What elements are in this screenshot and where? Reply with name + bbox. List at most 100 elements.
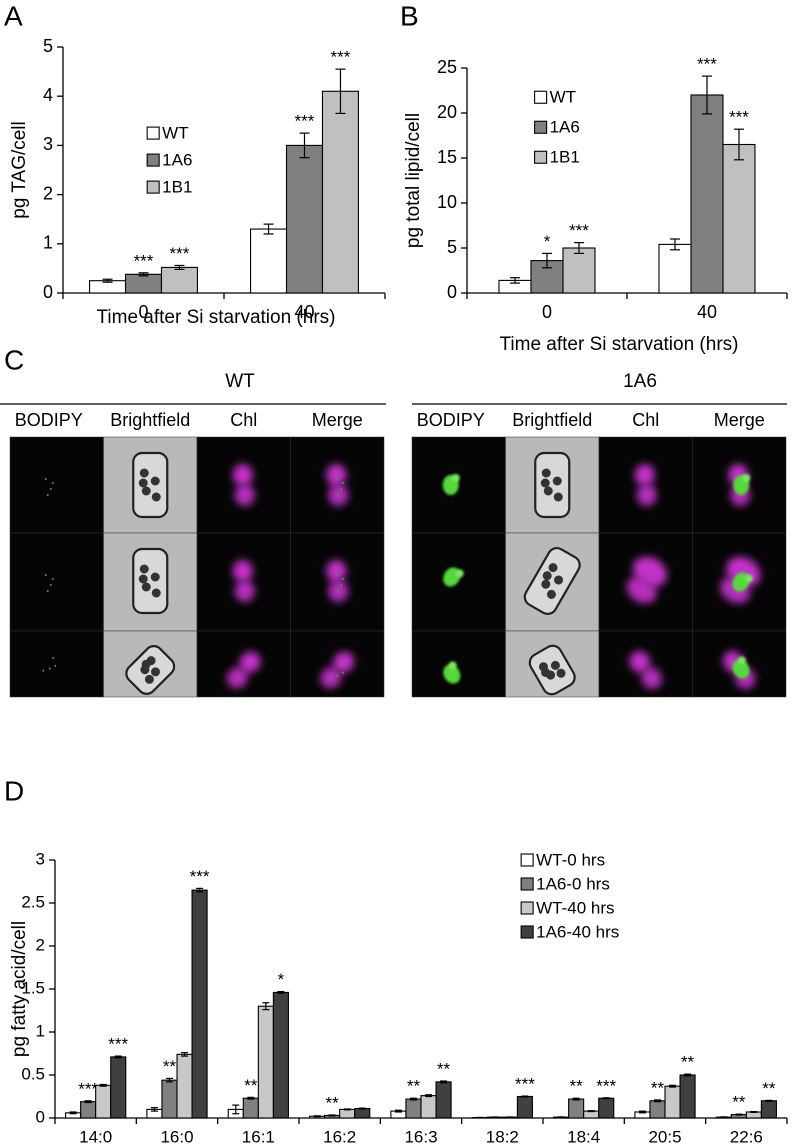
cell-outline [523, 546, 581, 616]
legend-label: 1B1 [550, 148, 580, 167]
cell-spot [543, 486, 553, 496]
lipid-speck [340, 584, 343, 586]
chl-blob [326, 560, 347, 582]
significance-label: ** [681, 1053, 695, 1072]
cell-spot [552, 476, 562, 486]
error-bar [247, 1096, 255, 1100]
cell-spot [553, 492, 563, 502]
column-header: Chl [230, 410, 257, 430]
bar [354, 1107, 371, 1119]
significance-label: *** [108, 1035, 128, 1054]
x-tick-label: 40 [294, 302, 314, 322]
cell-spot [150, 667, 160, 677]
significance-label: *** [78, 1079, 98, 1098]
image-tile [9, 436, 104, 534]
error-bar [102, 278, 113, 283]
bar [679, 1074, 696, 1119]
lipid-speck [335, 478, 338, 480]
column-header: Chl [632, 410, 659, 430]
cell [44, 574, 54, 592]
cell [232, 464, 255, 506]
error-bar [335, 68, 346, 115]
x-axis-label: Time after Si starvation (hrs) [500, 334, 739, 355]
chl-blob [234, 580, 255, 602]
error-bar [313, 1115, 321, 1118]
cell-spot [540, 478, 550, 488]
cell [528, 644, 576, 696]
y-tick-label: 0 [43, 282, 53, 302]
x-tick-label: 20:5 [648, 1127, 681, 1146]
lipid-blob [744, 574, 753, 583]
cell-spot [138, 574, 148, 584]
y-tick-label: 5 [43, 36, 53, 56]
legend-swatch [146, 153, 160, 167]
chl-blob [232, 464, 253, 486]
cell [226, 651, 261, 689]
error-bar [557, 1116, 565, 1118]
chl-blob [629, 651, 651, 673]
cell-outline [534, 451, 571, 519]
column-header: BODIPY [15, 410, 83, 430]
error-bar [165, 1077, 173, 1083]
bar [257, 1005, 274, 1119]
bar [722, 143, 756, 294]
legend-swatch [146, 180, 160, 194]
legend-swatch [520, 901, 534, 915]
bar [285, 144, 324, 294]
chl-blob [636, 484, 657, 506]
cell [320, 651, 355, 689]
lipid-speck [335, 574, 338, 576]
y-tick-label: 20 [437, 102, 457, 122]
bar [583, 1110, 600, 1119]
cell-spot [144, 674, 154, 684]
lipid-speck [342, 578, 345, 580]
y-tick-label: 0 [36, 1107, 45, 1126]
y-axis-label: pg fatty acid/cell [9, 921, 30, 1057]
y-tick-label: 1 [36, 1021, 45, 1040]
lipid-speck [49, 488, 52, 490]
significance-label: ** [163, 1057, 177, 1076]
cell [534, 451, 571, 519]
significance-label: *** [190, 867, 210, 886]
cell [443, 661, 461, 684]
bar [161, 1079, 178, 1119]
cell-spot [541, 667, 551, 677]
significance-label: ** [732, 1093, 746, 1112]
cell [232, 560, 255, 602]
error-bar [409, 1097, 417, 1101]
image-tile [9, 630, 104, 698]
significance-label: ** [326, 1093, 340, 1112]
cell [443, 567, 464, 587]
chl-blob [333, 651, 355, 673]
cell-spot [542, 571, 552, 581]
lipid-blob [737, 656, 746, 665]
image-tile [411, 532, 506, 632]
column-header: Merge [312, 410, 363, 430]
lipid-speck [44, 478, 47, 480]
bar [405, 1098, 422, 1119]
chl-blob [626, 577, 657, 604]
error-bar [328, 1114, 336, 1117]
lipid-speck [342, 482, 345, 484]
column-header: BODIPY [417, 410, 485, 430]
bar [110, 1056, 127, 1119]
significance-label: ** [244, 1076, 258, 1095]
error-bar [440, 1080, 448, 1084]
error-bar [150, 1107, 158, 1112]
error-bar [262, 1002, 270, 1011]
bar [562, 247, 596, 294]
cell [626, 556, 667, 604]
error-bar [669, 1084, 677, 1088]
lipid-speck [46, 494, 49, 496]
error-bar [299, 132, 310, 159]
cell-spot [141, 582, 151, 592]
error-bar [263, 223, 274, 235]
error-bar [684, 1073, 692, 1077]
error-bar [277, 990, 285, 994]
error-bar [735, 1113, 743, 1116]
error-bar [670, 238, 680, 251]
bar [690, 94, 724, 294]
panel-label: A [4, 0, 23, 31]
x-tick-label: 18:4 [567, 1127, 600, 1146]
bar [568, 1098, 585, 1119]
